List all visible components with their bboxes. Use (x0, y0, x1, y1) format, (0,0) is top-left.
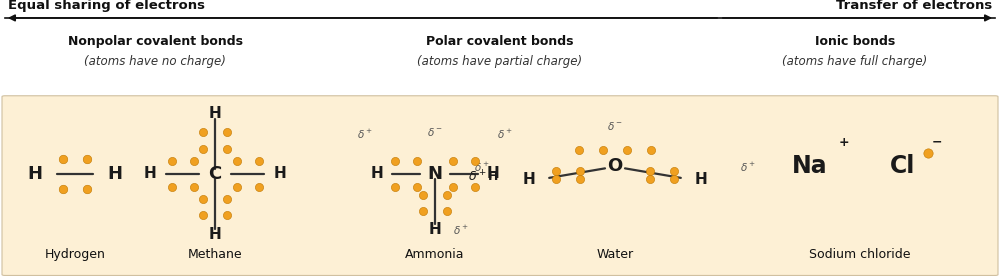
Point (219, 130, 235, 135)
Point (415, 193, 431, 197)
Point (595, 148, 611, 153)
Point (571, 148, 587, 153)
Text: H: H (429, 222, 441, 237)
Point (195, 197, 211, 201)
Point (409, 185, 425, 189)
Point (219, 213, 235, 217)
Text: (atoms have no charge): (atoms have no charge) (84, 55, 226, 68)
Point (79, 156, 95, 161)
Text: H: H (27, 165, 42, 183)
Text: O: O (607, 156, 623, 175)
Point (387, 185, 403, 189)
Text: Transfer of electrons: Transfer of electrons (836, 0, 992, 12)
Point (228, 158, 245, 163)
Point (195, 130, 211, 135)
Point (642, 169, 658, 173)
Text: $\delta^+$: $\delta^+$ (740, 161, 756, 174)
Point (195, 213, 211, 217)
Text: H: H (107, 165, 122, 183)
Point (445, 185, 461, 189)
Point (195, 147, 211, 151)
Text: (atoms have partial charge): (atoms have partial charge) (417, 55, 583, 68)
Point (55, 187, 71, 191)
Text: Ionic bonds: Ionic bonds (815, 35, 895, 48)
Point (920, 151, 936, 155)
Text: −: − (932, 136, 942, 149)
Text: (atoms have full charge): (atoms have full charge) (782, 55, 928, 68)
Point (572, 169, 588, 173)
Text: H: H (523, 172, 536, 187)
Point (164, 185, 180, 189)
Text: $\delta^-$: $\delta^-$ (427, 126, 443, 138)
Point (387, 158, 403, 163)
Text: H: H (694, 172, 707, 187)
Point (219, 147, 235, 151)
Point (439, 208, 455, 213)
Point (619, 148, 635, 153)
Point (409, 158, 425, 163)
Text: Sodium chloride: Sodium chloride (809, 248, 911, 261)
Text: H: H (274, 166, 286, 181)
Text: Polar covalent bonds: Polar covalent bonds (426, 35, 574, 48)
Point (219, 197, 235, 201)
Point (439, 193, 455, 197)
Text: $\delta^+$: $\delta^+$ (453, 224, 469, 237)
Point (250, 158, 266, 163)
Text: N: N (428, 165, 442, 183)
Text: Na: Na (792, 154, 828, 177)
Text: Water: Water (596, 248, 634, 261)
Point (548, 169, 564, 173)
Point (186, 158, 202, 163)
Point (548, 177, 564, 181)
Text: $\delta^+$H: $\delta^+$H (468, 170, 499, 185)
Point (250, 185, 266, 189)
Point (666, 177, 682, 181)
Point (467, 158, 483, 163)
Point (228, 185, 245, 189)
Point (55, 156, 71, 161)
Text: Methane: Methane (188, 248, 242, 261)
Text: +: + (839, 136, 849, 149)
Text: $\delta^+$: $\delta^+$ (497, 128, 513, 141)
Point (642, 177, 658, 181)
Point (79, 187, 95, 191)
Point (643, 148, 659, 153)
Point (666, 169, 682, 173)
Text: H: H (209, 106, 221, 121)
Text: $\delta^+$: $\delta^+$ (357, 128, 373, 141)
Text: H: H (487, 166, 499, 181)
Text: Nonpolar covalent bonds: Nonpolar covalent bonds (68, 35, 242, 48)
Point (186, 185, 202, 189)
Point (572, 177, 588, 181)
Text: Hydrogen: Hydrogen (45, 248, 105, 261)
FancyBboxPatch shape (2, 96, 998, 275)
Text: $\delta^-$: $\delta^-$ (607, 121, 623, 132)
Text: Equal sharing of electrons: Equal sharing of electrons (8, 0, 205, 12)
Text: H: H (144, 166, 156, 181)
Point (164, 158, 180, 163)
Text: C: C (208, 165, 222, 183)
Text: H: H (371, 166, 383, 181)
Text: H: H (209, 227, 221, 242)
Point (467, 185, 483, 189)
Text: Cl: Cl (890, 154, 916, 177)
Point (445, 158, 461, 163)
Text: $\delta^+$: $\delta^+$ (474, 161, 490, 174)
Text: Ammonia: Ammonia (405, 248, 465, 261)
Point (415, 208, 431, 213)
